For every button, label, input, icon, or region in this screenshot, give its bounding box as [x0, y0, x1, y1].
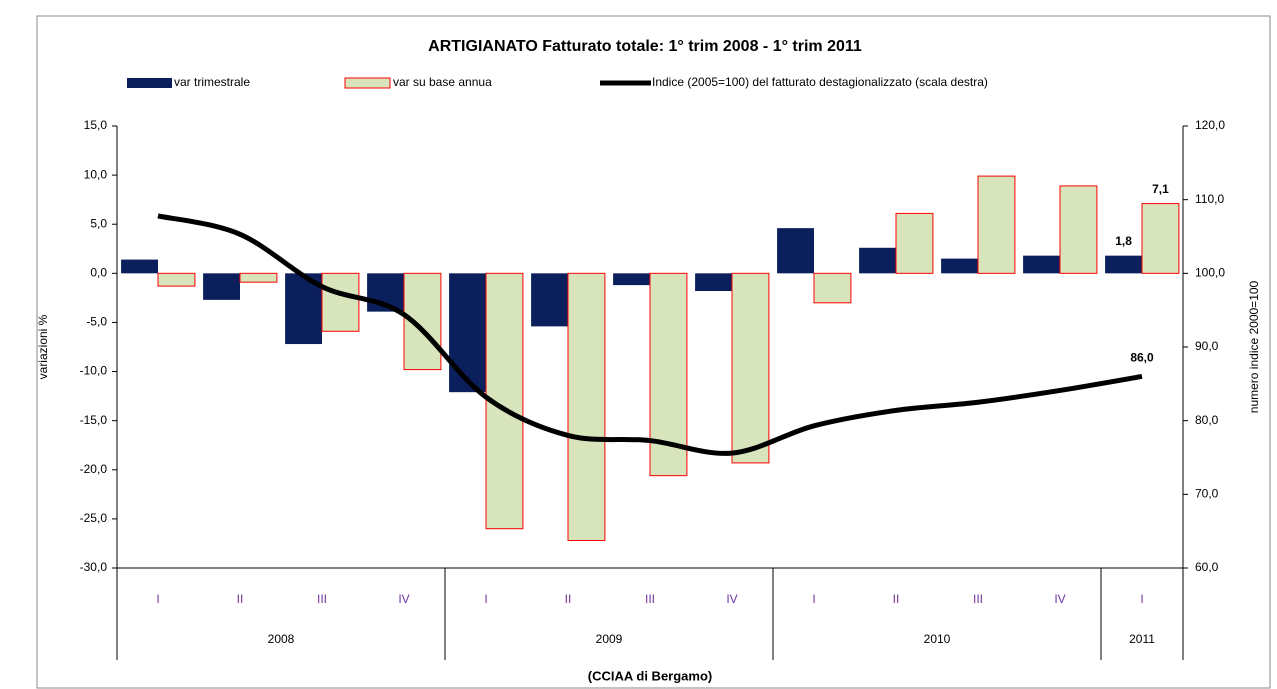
legend-label: var trimestrale: [174, 75, 250, 89]
bar: [1023, 255, 1060, 274]
data-label: 1,8: [1115, 234, 1132, 248]
bar: [203, 273, 240, 300]
bar: [121, 259, 158, 274]
x-tick-label: I: [484, 592, 487, 606]
bar: [157, 272, 196, 287]
bar: [403, 272, 442, 371]
group-label: 2009: [596, 632, 623, 646]
data-label: 7,1: [1152, 182, 1169, 196]
bar: [613, 273, 650, 286]
legend-label: Indice (2005=100) del fatturato destagio…: [652, 75, 988, 89]
y-axis-label: variazioni %: [36, 314, 50, 379]
bar: [1141, 203, 1180, 274]
x-tick-label: III: [317, 592, 327, 606]
chart-title: ARTIGIANATO Fatturato totale: 1° trim 20…: [428, 38, 862, 55]
x-tick-label: II: [565, 592, 572, 606]
y-tick-label: -5,0: [86, 315, 107, 329]
y2-tick-label: 60,0: [1195, 560, 1219, 574]
line: [157, 213, 1143, 456]
bar: [813, 272, 852, 304]
y-tick-label: -10,0: [80, 364, 108, 378]
y2-tick-label: 120,0: [1195, 118, 1225, 132]
y2-tick-label: 80,0: [1195, 413, 1219, 427]
y-tick-label: 15,0: [84, 118, 108, 132]
x-tick-label: IV: [1054, 592, 1065, 606]
y2-tick-label: 90,0: [1195, 339, 1219, 353]
bar: [941, 258, 978, 274]
bar: [977, 175, 1016, 274]
x-tick-label: III: [645, 592, 655, 606]
source: (CCIAA di Bergamo): [588, 668, 712, 683]
x-tick-label: IV: [726, 592, 737, 606]
legend-label: var su base annua: [393, 75, 492, 89]
legend-swatch: [344, 77, 391, 89]
legend-swatch: [127, 78, 172, 88]
x-tick-label: I: [156, 592, 159, 606]
group-label: 2010: [924, 632, 951, 646]
x-tick-label: III: [973, 592, 983, 606]
bar: [1105, 255, 1142, 274]
bar: [895, 212, 934, 274]
group-label: 2008: [268, 632, 295, 646]
y-tick-label: 0,0: [90, 266, 107, 280]
x-tick-label: I: [1140, 592, 1143, 606]
y-tick-label: -25,0: [80, 511, 108, 525]
y-tick-label: 5,0: [90, 216, 107, 230]
bar: [1059, 185, 1098, 274]
data-label: 86,0: [1130, 351, 1154, 365]
y-tick-label: -15,0: [80, 413, 108, 427]
bar: [695, 273, 732, 292]
x-tick-label: II: [893, 592, 900, 606]
y-tick-label: -20,0: [80, 462, 108, 476]
bar: [321, 272, 360, 332]
bar: [449, 273, 486, 393]
bar: [859, 247, 896, 274]
y-tick-label: -30,0: [80, 560, 108, 574]
y2-tick-label: 70,0: [1195, 487, 1219, 501]
bar: [567, 272, 606, 541]
x-tick-label: IV: [398, 592, 409, 606]
group-label: 2011: [1129, 632, 1155, 646]
bar: [531, 273, 568, 327]
x-tick-label: II: [237, 592, 244, 606]
bar: [731, 272, 770, 464]
y2-tick-label: 110,0: [1195, 192, 1224, 206]
y-tick-label: 10,0: [84, 167, 108, 181]
y2-tick-label: 100,0: [1195, 266, 1225, 280]
x-tick-label: I: [812, 592, 815, 606]
y2-axis-label: numero indice 2000=100: [1247, 280, 1261, 413]
bar: [777, 228, 814, 274]
bar: [239, 272, 278, 283]
